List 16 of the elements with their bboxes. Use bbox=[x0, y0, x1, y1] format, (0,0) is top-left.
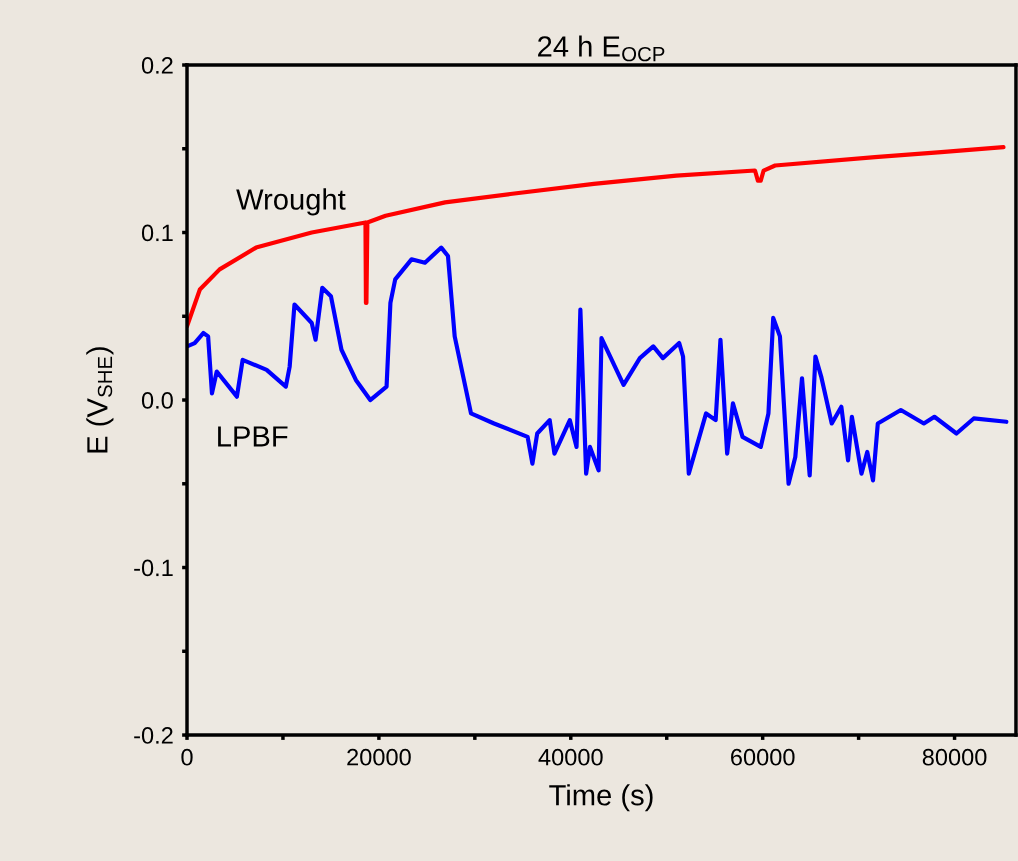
x-tick-label: 20000 bbox=[347, 748, 411, 766]
y-tick-label: 0.0 bbox=[141, 392, 173, 409]
x-tick-label: 60000 bbox=[731, 748, 795, 766]
y-tick-label: -0.1 bbox=[134, 559, 173, 577]
x-axis-title: Time (s) bbox=[549, 784, 653, 812]
y-tick-label: -0.2 bbox=[134, 727, 173, 744]
line-series bbox=[187, 245, 1009, 486]
y-axis-title: E (V$_{SHE}$) bbox=[86, 347, 114, 453]
y-tick-label: 0.1 bbox=[141, 224, 173, 242]
x-tick-label: 80000 bbox=[922, 748, 987, 766]
x-tick-label: 0 bbox=[181, 748, 193, 766]
chart-title: 24 h E$_{OCP}$ bbox=[538, 35, 665, 62]
x-tick-label: 40000 bbox=[538, 748, 603, 766]
y-tick-label: 0.2 bbox=[141, 57, 173, 74]
series-label: LPBF bbox=[218, 426, 288, 447]
series-label: Wrought bbox=[236, 188, 346, 216]
